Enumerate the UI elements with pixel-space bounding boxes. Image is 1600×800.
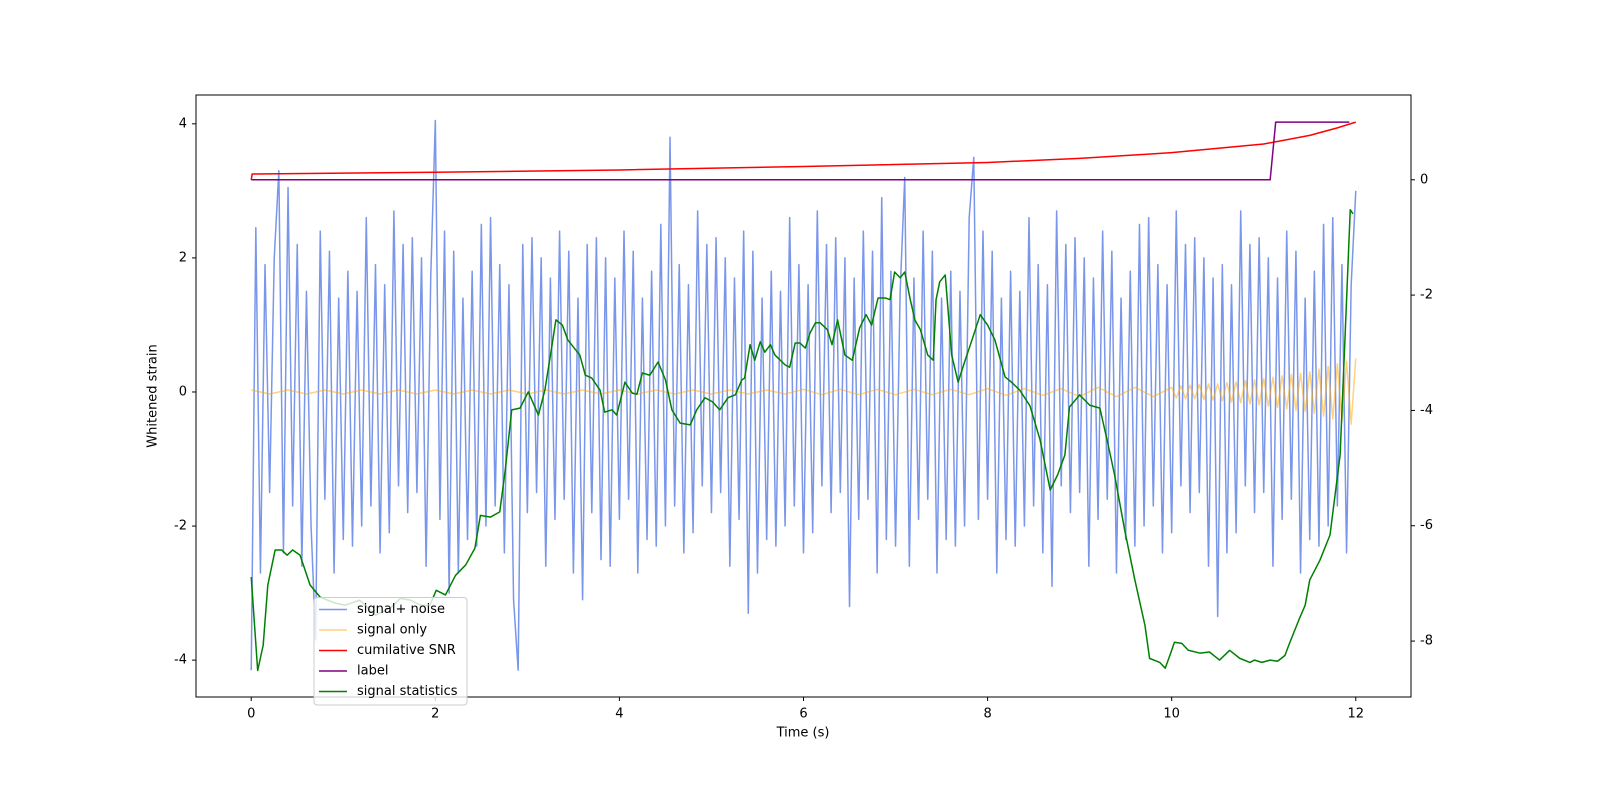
legend: signal+ noise signal only cumilative SNR la…	[313, 597, 468, 706]
series-line	[250, 209, 1354, 672]
x-tick-label: 6	[799, 707, 807, 722]
legend-label: label	[357, 664, 388, 679]
x-tick-label: 12	[1347, 707, 1364, 722]
series-line	[250, 121, 1356, 180]
x-tick-label: 2	[431, 707, 439, 722]
plot-area	[250, 119, 1357, 672]
x-axis-label: Time (s)	[776, 726, 830, 741]
legend-label: signal+ noise	[357, 602, 445, 617]
y-tick-label: 0	[179, 384, 187, 399]
series-line	[250, 119, 1357, 671]
legend-label: signal only	[357, 623, 427, 638]
y2-tick-label: -6	[1420, 518, 1433, 533]
y2-tick-label: -2	[1420, 288, 1433, 303]
series-line	[251, 121, 1350, 181]
y-tick-label: -2	[174, 519, 187, 534]
legend-box	[313, 597, 468, 706]
y-tick-label: -4	[174, 653, 187, 668]
legend-label: cumilative SNR	[357, 643, 456, 658]
x-tick-label: 4	[615, 707, 623, 722]
y2-tick-label: -4	[1420, 403, 1433, 418]
y-axis-label: Whitened strain	[146, 344, 161, 447]
x-tick-label: 10	[1163, 707, 1180, 722]
y2-tick-label: 0	[1420, 172, 1428, 187]
legend-label: signal statistics	[357, 684, 458, 699]
y-tick-label: 2	[179, 250, 187, 265]
y2-tick-label: -8	[1420, 634, 1433, 649]
x-tick-label: 0	[247, 707, 255, 722]
y-tick-label: 4	[179, 116, 187, 131]
x-tick-label: 8	[983, 707, 991, 722]
